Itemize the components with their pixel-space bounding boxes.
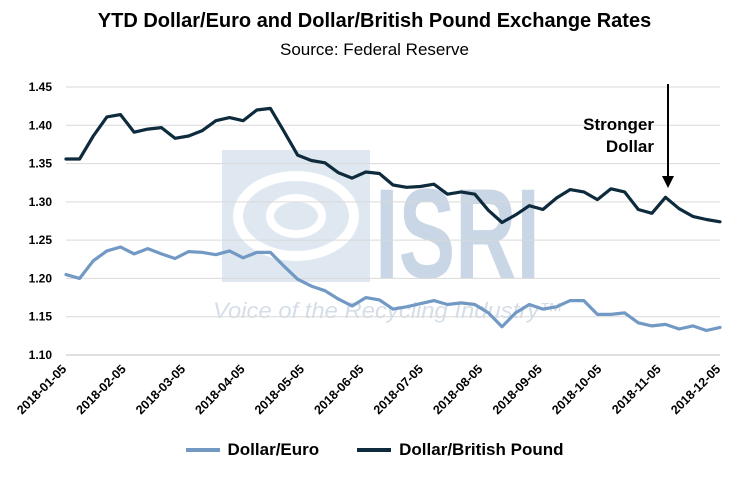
y-tick-label: 1.45 xyxy=(29,80,53,94)
x-tick-label: 2018-04-05 xyxy=(193,362,248,417)
y-tick-label: 1.20 xyxy=(29,271,53,285)
legend-label-pound: Dollar/British Pound xyxy=(399,440,564,459)
watermark-tagline: Voice of the Recycling Industry™ xyxy=(213,298,563,323)
series-lines xyxy=(64,106,722,333)
legend-item-pound: Dollar/British Pound xyxy=(357,440,563,460)
x-axis: 2018-01-05 2018-02-05 2018-03-05 2018-04-05… xyxy=(14,354,723,417)
watermark-logo-text: ISRI xyxy=(375,163,540,306)
legend-label-euro: Dollar/Euro xyxy=(227,440,320,459)
y-tick-label: 1.25 xyxy=(29,233,53,247)
annotation-text: Stronger xyxy=(583,115,654,134)
y-tick-label: 1.35 xyxy=(29,157,53,171)
chart-title: YTD Dollar/Euro and Dollar/British Pound… xyxy=(97,10,652,32)
y-tick-label: 1.15 xyxy=(29,310,53,324)
x-tick-label: 2018-09-05 xyxy=(490,362,545,417)
x-tick-label: 2018-03-05 xyxy=(133,362,188,417)
legend: Dollar/Euro Dollar/British Pound xyxy=(0,440,749,460)
legend-item-euro: Dollar/Euro xyxy=(185,440,320,460)
y-tick-label: 1.10 xyxy=(29,348,53,362)
x-tick-label: 2018-12-05 xyxy=(668,362,723,417)
annotation: Stronger Dollar xyxy=(583,84,674,188)
y-tick-label: 1.40 xyxy=(29,118,53,132)
watermark-logo-box xyxy=(222,150,370,282)
x-tick-label: 2018-11-05 xyxy=(609,362,664,417)
legend-swatch-pound xyxy=(357,448,392,452)
y-tick-label: 1.30 xyxy=(29,195,53,209)
x-tick-label: 2018-06-05 xyxy=(311,362,366,417)
x-tick-label: 2018-10-05 xyxy=(549,362,604,417)
watermark-logo-ring xyxy=(233,171,359,261)
annotation-text: Dollar xyxy=(606,137,655,156)
x-tick-label: 2018-07-05 xyxy=(371,362,426,417)
legend-swatch-euro xyxy=(185,448,220,452)
chart-subtitle: Source: Federal Reserve xyxy=(280,40,469,59)
series-line-euro xyxy=(64,245,722,333)
x-tick-label: 2018-01-05 xyxy=(14,362,69,417)
annotation-arrow-head xyxy=(662,176,674,188)
y-axis: 1.10 1.15 1.20 1.25 1.30 1.35 1.40 1.45 xyxy=(29,80,53,362)
series-line-pound xyxy=(64,106,722,225)
x-tick-label: 2018-08-05 xyxy=(430,362,485,417)
x-tick-label: 2018-02-05 xyxy=(74,362,129,417)
watermark-logo-ring-inner xyxy=(266,194,326,238)
x-tick-label: 2018-05-05 xyxy=(252,362,307,417)
